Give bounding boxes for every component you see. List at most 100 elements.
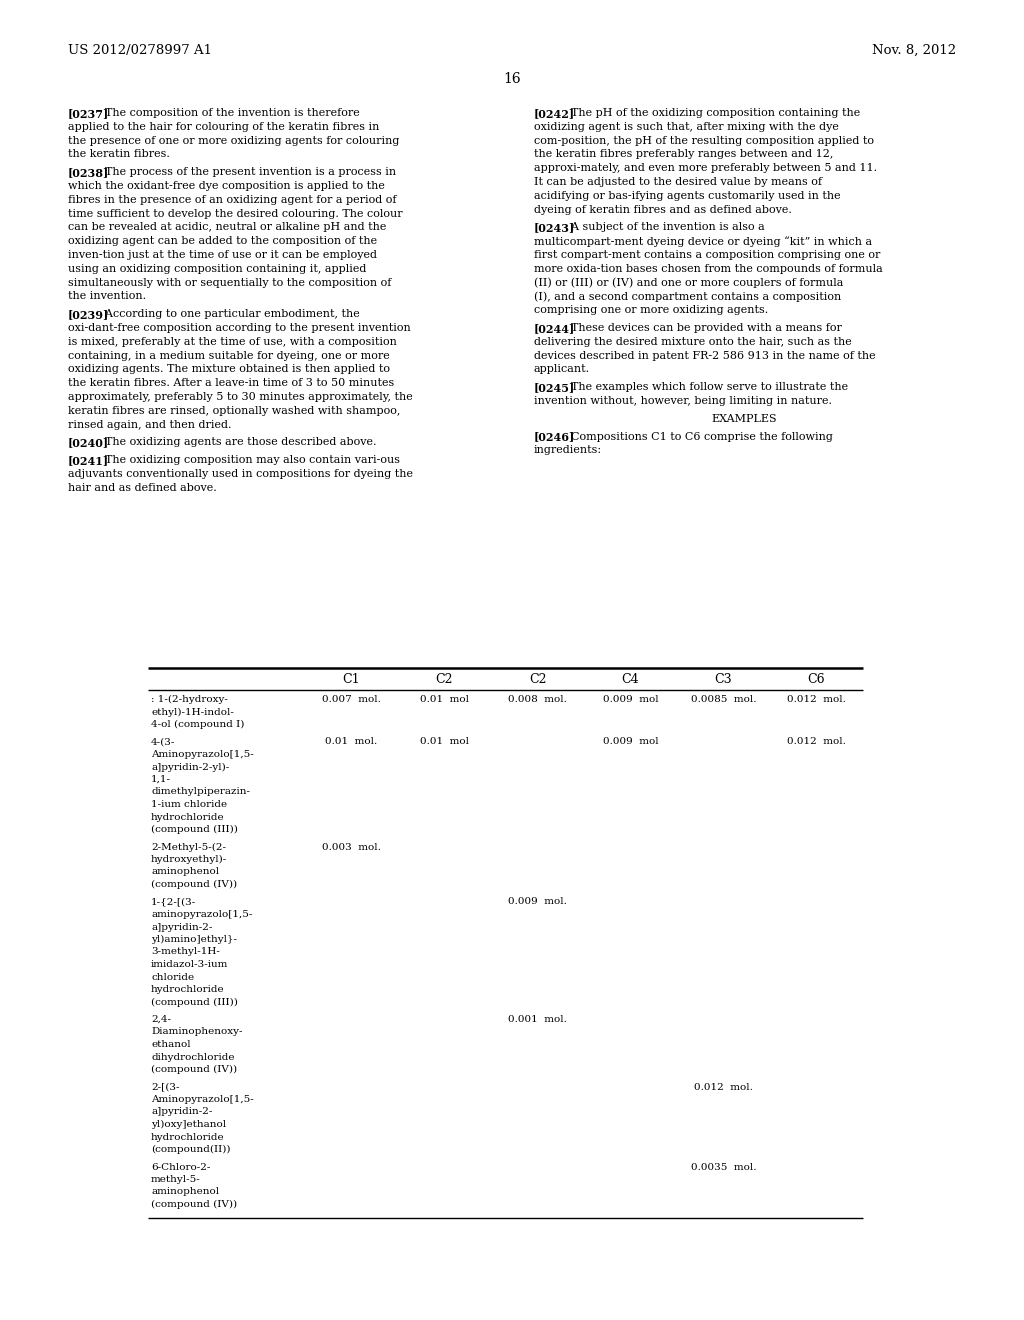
Text: 0.009  mol.: 0.009 mol. <box>508 898 567 907</box>
Text: Diaminophenoxy-: Diaminophenoxy- <box>151 1027 243 1036</box>
Text: These devices can be provided with a means for: These devices can be provided with a mea… <box>564 323 842 333</box>
Text: [0237]: [0237] <box>68 108 110 119</box>
Text: ethanol: ethanol <box>151 1040 190 1049</box>
Text: It can be adjusted to the desired value by means of: It can be adjusted to the desired value … <box>534 177 822 187</box>
Text: a]pyridin-2-: a]pyridin-2- <box>151 923 212 932</box>
Text: 0.007  mol.: 0.007 mol. <box>323 696 381 704</box>
Text: first compart-ment contains a composition comprising one or: first compart-ment contains a compositio… <box>534 249 881 260</box>
Text: [0238]: [0238] <box>68 168 110 178</box>
Text: the keratin fibres. After a leave-in time of 3 to 50 minutes: the keratin fibres. After a leave-in tim… <box>68 379 394 388</box>
Text: devices described in patent FR-2 586 913 in the name of the: devices described in patent FR-2 586 913… <box>534 351 876 360</box>
Text: delivering the desired mixture onto the hair, such as the: delivering the desired mixture onto the … <box>534 337 852 347</box>
Text: rinsed again, and then dried.: rinsed again, and then dried. <box>68 420 231 429</box>
Text: comprising one or more oxidizing agents.: comprising one or more oxidizing agents. <box>534 305 768 315</box>
Text: [0243]: [0243] <box>534 222 575 234</box>
Text: Aminopyrazolo[1,5-: Aminopyrazolo[1,5- <box>151 750 254 759</box>
Text: [0246]: [0246] <box>534 432 575 442</box>
Text: the keratin fibres.: the keratin fibres. <box>68 149 170 160</box>
Text: The process of the present invention is a process in: The process of the present invention is … <box>98 168 396 177</box>
Text: applicant.: applicant. <box>534 364 590 375</box>
Text: can be revealed at acidic, neutral or alkaline pH and the: can be revealed at acidic, neutral or al… <box>68 222 386 232</box>
Text: time sufficient to develop the desired colouring. The colour: time sufficient to develop the desired c… <box>68 209 402 219</box>
Text: ethyl)-1H-indol-: ethyl)-1H-indol- <box>151 708 233 717</box>
Text: 0.0035  mol.: 0.0035 mol. <box>691 1163 757 1172</box>
Text: applied to the hair for colouring of the keratin fibres in: applied to the hair for colouring of the… <box>68 121 379 132</box>
Text: the presence of one or more oxidizing agents for colouring: the presence of one or more oxidizing ag… <box>68 136 399 145</box>
Text: (compound (III)): (compound (III)) <box>151 998 238 1007</box>
Text: [0241]: [0241] <box>68 455 110 466</box>
Text: 0.009  mol: 0.009 mol <box>603 696 658 704</box>
Text: (compound (III)): (compound (III)) <box>151 825 238 834</box>
Text: dyeing of keratin fibres and as defined above.: dyeing of keratin fibres and as defined … <box>534 205 792 215</box>
Text: EXAMPLES: EXAMPLES <box>712 413 777 424</box>
Text: 3-methyl-1H-: 3-methyl-1H- <box>151 948 220 957</box>
Text: a]pyridin-2-: a]pyridin-2- <box>151 1107 212 1117</box>
Text: fibres in the presence of an oxidizing agent for a period of: fibres in the presence of an oxidizing a… <box>68 195 396 205</box>
Text: hydroxyethyl)-: hydroxyethyl)- <box>151 855 227 865</box>
Text: invention without, however, being limiting in nature.: invention without, however, being limiti… <box>534 396 831 407</box>
Text: (I), and a second compartment contains a composition: (I), and a second compartment contains a… <box>534 292 842 302</box>
Text: approximately, preferably 5 to 30 minutes approximately, the: approximately, preferably 5 to 30 minute… <box>68 392 413 403</box>
Text: C1: C1 <box>343 673 360 686</box>
Text: oxi-dant-free composition according to the present invention: oxi-dant-free composition according to t… <box>68 323 411 333</box>
Text: hydrochloride: hydrochloride <box>151 1133 224 1142</box>
Text: oxidizing agent can be added to the composition of the: oxidizing agent can be added to the comp… <box>68 236 377 247</box>
Text: 0.009  mol: 0.009 mol <box>603 738 658 747</box>
Text: more oxida-tion bases chosen from the compounds of formula: more oxida-tion bases chosen from the co… <box>534 264 883 273</box>
Text: keratin fibres are rinsed, optionally washed with shampoo,: keratin fibres are rinsed, optionally wa… <box>68 405 400 416</box>
Text: aminophenol: aminophenol <box>151 867 219 876</box>
Text: 4-ol (compound I): 4-ol (compound I) <box>151 719 245 729</box>
Text: 1-ium chloride: 1-ium chloride <box>151 800 227 809</box>
Text: chloride: chloride <box>151 973 195 982</box>
Text: US 2012/0278997 A1: US 2012/0278997 A1 <box>68 44 212 57</box>
Text: com-position, the pH of the resulting composition applied to: com-position, the pH of the resulting co… <box>534 136 874 145</box>
Text: The oxidizing agents are those described above.: The oxidizing agents are those described… <box>98 437 377 447</box>
Text: 0.01  mol: 0.01 mol <box>420 738 469 747</box>
Text: acidifying or bas-ifying agents customarily used in the: acidifying or bas-ifying agents customar… <box>534 191 841 201</box>
Text: aminopyrazolo[1,5-: aminopyrazolo[1,5- <box>151 909 252 919</box>
Text: 0.01  mol.: 0.01 mol. <box>326 738 378 747</box>
Text: 0.012  mol.: 0.012 mol. <box>787 738 846 747</box>
Text: ingredients:: ingredients: <box>534 445 602 455</box>
Text: Aminopyrazolo[1,5-: Aminopyrazolo[1,5- <box>151 1096 254 1104</box>
Text: oxidizing agents. The mixture obtained is then applied to: oxidizing agents. The mixture obtained i… <box>68 364 390 375</box>
Text: oxidizing agent is such that, after mixing with the dye: oxidizing agent is such that, after mixi… <box>534 121 839 132</box>
Text: 0.0085  mol.: 0.0085 mol. <box>691 696 757 704</box>
Text: : 1-(2-hydroxy-: : 1-(2-hydroxy- <box>151 696 228 704</box>
Text: containing, in a medium suitable for dyeing, one or more: containing, in a medium suitable for dye… <box>68 351 390 360</box>
Text: methyl-5-: methyl-5- <box>151 1175 201 1184</box>
Text: hair and as defined above.: hair and as defined above. <box>68 483 217 492</box>
Text: hydrochloride: hydrochloride <box>151 985 224 994</box>
Text: According to one particular embodiment, the: According to one particular embodiment, … <box>98 309 360 319</box>
Text: C6: C6 <box>808 673 825 686</box>
Text: 4-(3-: 4-(3- <box>151 738 175 747</box>
Text: aminophenol: aminophenol <box>151 1188 219 1196</box>
Text: A subject of the invention is also a: A subject of the invention is also a <box>564 222 765 232</box>
Text: [0242]: [0242] <box>534 108 575 119</box>
Text: 6-Chloro-2-: 6-Chloro-2- <box>151 1163 210 1172</box>
Text: Compositions C1 to C6 comprise the following: Compositions C1 to C6 comprise the follo… <box>564 432 834 442</box>
Text: 2,4-: 2,4- <box>151 1015 171 1024</box>
Text: 0.012  mol.: 0.012 mol. <box>787 696 846 704</box>
Text: 0.01  mol: 0.01 mol <box>420 696 469 704</box>
Text: adjuvants conventionally used in compositions for dyeing the: adjuvants conventionally used in composi… <box>68 469 413 479</box>
Text: [0245]: [0245] <box>534 383 575 393</box>
Text: [0239]: [0239] <box>68 309 110 321</box>
Text: (compound(II)): (compound(II)) <box>151 1144 230 1154</box>
Text: The pH of the oxidizing composition containing the: The pH of the oxidizing composition cont… <box>564 108 860 117</box>
Text: simultaneously with or sequentially to the composition of: simultaneously with or sequentially to t… <box>68 277 391 288</box>
Text: inven-tion just at the time of use or it can be employed: inven-tion just at the time of use or it… <box>68 249 377 260</box>
Text: is mixed, preferably at the time of use, with a composition: is mixed, preferably at the time of use,… <box>68 337 397 347</box>
Text: (compound (IV)): (compound (IV)) <box>151 1200 238 1209</box>
Text: [0244]: [0244] <box>534 323 575 334</box>
Text: 0.003  mol.: 0.003 mol. <box>323 842 381 851</box>
Text: using an oxidizing composition containing it, applied: using an oxidizing composition containin… <box>68 264 367 273</box>
Text: 0.008  mol.: 0.008 mol. <box>508 696 567 704</box>
Text: (compound (IV)): (compound (IV)) <box>151 1065 238 1074</box>
Text: yl)oxy]ethanol: yl)oxy]ethanol <box>151 1119 226 1129</box>
Text: Nov. 8, 2012: Nov. 8, 2012 <box>871 44 956 57</box>
Text: 0.012  mol.: 0.012 mol. <box>694 1082 753 1092</box>
Text: 1-{2-[(3-: 1-{2-[(3- <box>151 898 197 907</box>
Text: which the oxidant-free dye composition is applied to the: which the oxidant-free dye composition i… <box>68 181 385 191</box>
Text: The composition of the invention is therefore: The composition of the invention is ther… <box>98 108 360 117</box>
